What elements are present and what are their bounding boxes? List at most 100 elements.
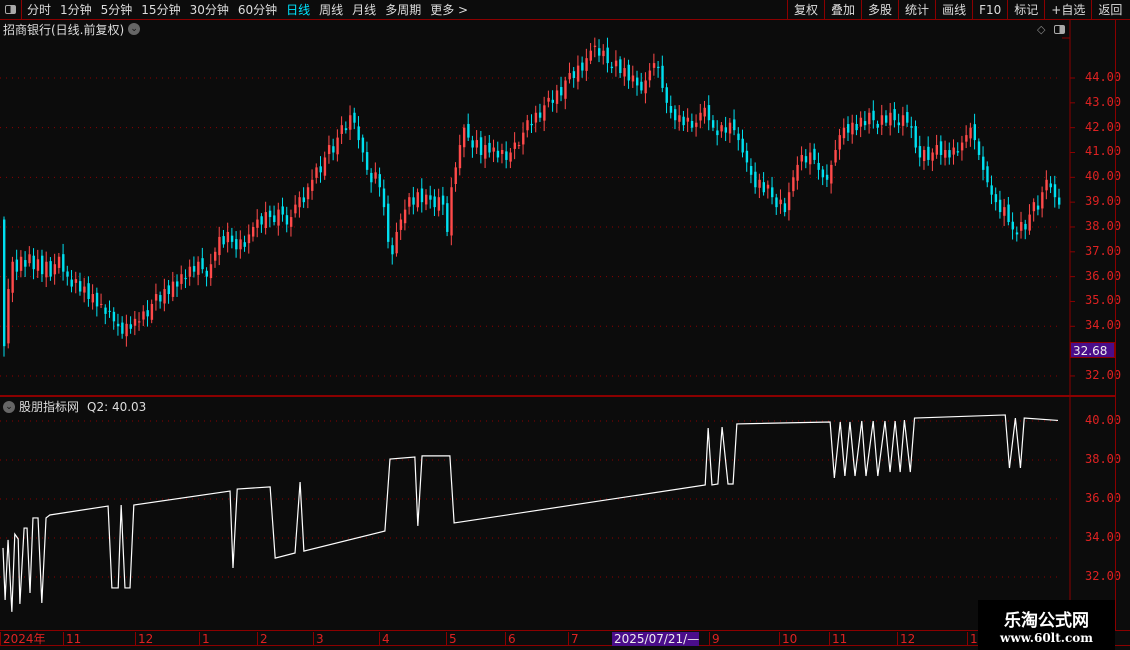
candle-body: [977, 141, 981, 155]
date-label: 9: [709, 632, 720, 646]
candle: [598, 39, 601, 63]
candle-body: [1058, 197, 1061, 205]
candle-body: [593, 45, 597, 47]
candle: [403, 199, 407, 231]
candle-body: [408, 197, 411, 207]
side-panel-strip[interactable]: [1115, 20, 1130, 630]
candle: [568, 62, 571, 84]
toolbar-button[interactable]: 复权: [787, 0, 824, 20]
candle-body: [889, 112, 892, 126]
candle-body: [690, 120, 694, 128]
candle-body: [395, 231, 398, 254]
candle: [804, 149, 808, 169]
candle: [547, 90, 550, 108]
candle-body: [935, 145, 939, 155]
candle-body: [323, 157, 327, 176]
candle: [901, 106, 905, 136]
candle: [762, 172, 765, 196]
chevron-down-icon[interactable]: ⌄: [3, 400, 15, 413]
candle: [425, 189, 428, 211]
price-tick-label: 38.00: [1085, 218, 1122, 233]
candle-body: [610, 66, 614, 69]
candle-body: [952, 147, 955, 155]
candle: [631, 65, 635, 88]
candle: [1024, 219, 1027, 240]
candle: [306, 183, 310, 209]
candle: [95, 287, 99, 317]
candle-body: [792, 177, 795, 192]
candle: [564, 76, 567, 110]
candle: [555, 84, 559, 113]
toolbar-button[interactable]: 统计: [898, 0, 935, 20]
toolbar-button[interactable]: 叠加: [824, 0, 861, 20]
period-tab[interactable]: 日线: [286, 3, 311, 17]
candle-body: [703, 107, 706, 117]
candle-body: [982, 156, 985, 170]
period-tab[interactable]: 多周期: [385, 3, 422, 17]
candle: [247, 224, 251, 254]
period-tab[interactable]: 30分钟: [189, 3, 229, 17]
candle: [492, 139, 495, 163]
candle-body: [332, 146, 335, 153]
candle: [809, 142, 812, 175]
period-tab[interactable]: 1分钟: [60, 3, 92, 17]
candle-body: [821, 169, 825, 178]
period-tab[interactable]: 周线: [319, 3, 344, 17]
candle: [813, 143, 816, 165]
candle: [332, 138, 335, 161]
candle-body: [1036, 205, 1040, 210]
candle: [370, 168, 373, 193]
candle: [948, 142, 951, 165]
period-tab[interactable]: 月线: [352, 3, 377, 17]
candle-body: [733, 119, 736, 131]
toolbar-button[interactable]: 画线: [935, 0, 972, 20]
candle-body: [825, 174, 829, 180]
candle-body: [11, 261, 14, 293]
candle: [104, 304, 107, 325]
candle: [522, 122, 525, 155]
candle: [467, 113, 470, 141]
candle: [129, 316, 132, 334]
toolbar-button[interactable]: 返回: [1091, 0, 1128, 20]
toolbar-button[interactable]: 标记: [1007, 0, 1044, 20]
candle: [863, 111, 867, 131]
candle: [602, 44, 605, 65]
diamond-icon[interactable]: ◇: [1037, 23, 1046, 36]
panel-toggle-icon[interactable]: [1053, 24, 1065, 36]
period-tab[interactable]: 60分钟: [237, 3, 278, 17]
candle-body: [598, 48, 601, 56]
sidebar-toggle-icon[interactable]: [0, 0, 22, 20]
candle-body: [847, 124, 850, 133]
period-tab[interactable]: 更多 >: [430, 3, 469, 17]
period-tab[interactable]: 15分钟: [141, 3, 181, 17]
toolbar-button[interactable]: 多股: [861, 0, 898, 20]
period-tab[interactable]: 5分钟: [100, 3, 133, 17]
candle-body: [108, 310, 111, 312]
candle: [830, 160, 833, 194]
candle: [754, 162, 757, 194]
toolbar-button[interactable]: +自选: [1044, 0, 1091, 20]
candle-body: [576, 65, 580, 82]
candle: [652, 53, 656, 76]
toolbar-button[interactable]: F10: [972, 0, 1007, 20]
indicator-name: 股朋指标网: [19, 400, 80, 414]
candle-body: [716, 130, 719, 136]
candle-body: [36, 259, 40, 271]
candle-body: [669, 106, 673, 113]
candle-body: [188, 266, 192, 277]
candle-body: [1041, 192, 1044, 209]
candle: [505, 141, 508, 169]
candle: [387, 195, 390, 249]
candle-body: [851, 122, 854, 135]
candle-body: [49, 261, 52, 277]
candle: [171, 271, 175, 302]
candle: [49, 257, 52, 281]
candle-body: [564, 80, 567, 99]
candle: [209, 253, 213, 286]
period-tab[interactable]: 分时: [27, 3, 52, 17]
chevron-down-icon[interactable]: ⌄: [128, 23, 141, 35]
candle-body: [454, 167, 457, 185]
candle: [273, 205, 276, 226]
candle-body: [973, 124, 976, 141]
